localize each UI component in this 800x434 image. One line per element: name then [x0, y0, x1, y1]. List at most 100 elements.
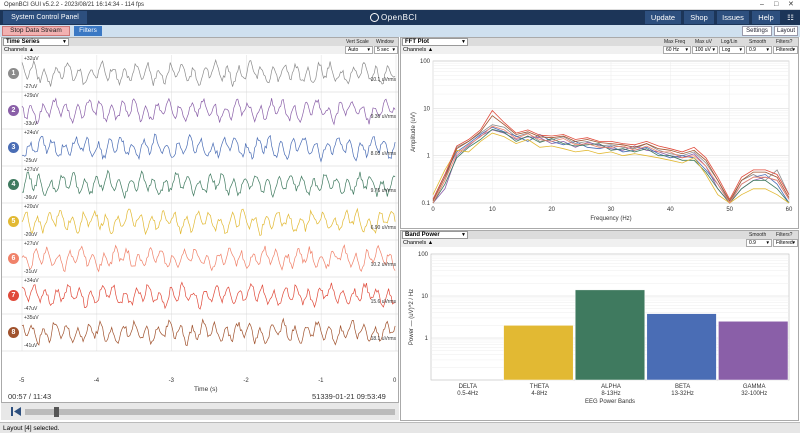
notifications-icon[interactable]: ☷	[783, 11, 798, 24]
time-tick-label: 0	[393, 378, 397, 384]
chevron-down-icon: ▼	[62, 39, 67, 45]
data-toolbar: Stop Data Stream Filters Settings Layout	[0, 25, 800, 37]
channel-row: 2 +29uV -33uV 9.36 uVrms	[2, 92, 402, 129]
band-bar-alpha	[574, 289, 646, 381]
filters-label: Filters?	[776, 232, 793, 238]
openbci-logo: OpenBCI	[370, 11, 417, 24]
loglin-dropdown[interactable]: Log ▼	[719, 46, 745, 54]
widget-select[interactable]: Band Power ▼	[402, 231, 468, 239]
panel-subheader: Channels ▲ 0.9 ▼ Filtered ▼	[401, 239, 798, 247]
widget-select[interactable]: FFT Plot ▼	[402, 38, 468, 46]
channel-row: 3 +24uV -25uV 8.05 uVrms	[2, 129, 402, 166]
channels-toggle[interactable]: Channels ▲	[4, 47, 35, 53]
channel-toggle-button[interactable]: 6	[8, 253, 19, 264]
stop-data-stream-button[interactable]: Stop Data Stream	[2, 26, 70, 36]
fft-x-tick-label: 0	[431, 207, 435, 213]
fft-x-tick-label: 40	[667, 207, 674, 213]
channel-top-uv: +35uV	[24, 315, 39, 321]
filters-dropdown[interactable]: Filtered ▼	[773, 239, 798, 247]
channel-toggle-button[interactable]: 8	[8, 327, 19, 338]
filters-label: Filters?	[776, 39, 793, 45]
maximize-icon[interactable]: □	[774, 1, 779, 8]
channel-rms: 9.76 uVrms	[370, 188, 396, 194]
channel-toggle-button[interactable]: 3	[8, 142, 19, 153]
band-range-label: 32-100Hz	[741, 391, 767, 397]
time-axis-label: Time (s)	[194, 386, 218, 393]
panel-header: Time Series ▼ Vert Scale Window	[2, 38, 398, 46]
channel-bottom-uv: -41uV	[24, 343, 38, 349]
rewind-icon[interactable]	[10, 406, 22, 417]
vert-scale-dropdown[interactable]: Auto ▼	[345, 46, 373, 54]
channel-trace	[21, 207, 396, 236]
playback-scrubber-handle[interactable]	[54, 407, 59, 417]
fft-x-tick-label: 50	[726, 207, 733, 213]
channel-top-uv: +27uV	[24, 167, 39, 173]
band-range-label: 8-13Hz	[601, 391, 620, 397]
channel-toggle-button[interactable]: 1	[8, 68, 19, 79]
panel-subheader: Channels ▲ Auto ▼ 5 sec ▼	[2, 46, 398, 54]
channel-rms: 18.1 uVrms	[370, 336, 396, 342]
band-y-tick-label: 10	[421, 294, 428, 300]
status-bar: Layout [4] selected.	[0, 422, 800, 433]
band-y-tick-label: 1	[425, 336, 429, 342]
channel-toggle-button[interactable]: 5	[8, 216, 19, 227]
update-button[interactable]: Update	[645, 11, 681, 24]
channel-rms: 10.2 uVrms	[370, 262, 396, 268]
fft-x-tick-label: 60	[786, 207, 793, 213]
max-freq-label: Max Freq	[664, 39, 686, 45]
channel-rms: 15.6 uVrms	[370, 299, 396, 305]
channel-bottom-uv: -33uV	[24, 121, 38, 127]
filters-dropdown[interactable]: Filtered ▼	[773, 46, 798, 54]
fft-series-line	[432, 109, 790, 201]
time-tick-label: -1	[318, 378, 324, 384]
fft-panel: FFT Plot ▼ Max Freq Max uV Log/Lin Smooth…	[400, 37, 799, 229]
panel-header: Band Power ▼ Smooth Filters?	[401, 231, 798, 239]
time-series-plot	[2, 55, 398, 352]
widget-select[interactable]: Time Series ▼	[3, 38, 69, 46]
max-uv-dropdown[interactable]: 100 uV ▼	[692, 46, 718, 54]
system-control-panel-button[interactable]: System Control Panel	[3, 11, 87, 24]
channel-row: 6 +27uV -31uV 10.2 uVrms	[2, 240, 402, 277]
issues-button[interactable]: Issues	[717, 11, 749, 24]
channel-toggle-button[interactable]: 4	[8, 179, 19, 190]
channel-bottom-uv: -27uV	[24, 84, 38, 90]
loglin-label: Log/Lin	[721, 39, 738, 45]
band-y-tick-label: 100	[418, 252, 429, 258]
fft-series-line	[432, 125, 790, 204]
band-bar-beta	[646, 313, 717, 381]
smooth-label: Smooth	[749, 39, 767, 45]
playback-scrubber[interactable]	[25, 409, 395, 415]
channel-top-uv: +34uV	[24, 278, 39, 284]
band-category-label: DELTA	[459, 384, 477, 390]
fft-plot: 100 10 1 0.10 10 20 30 40 50 60 Frequency (Hz) Ampl…	[411, 59, 793, 222]
smooth-dropdown[interactable]: 0.9 ▼	[746, 46, 772, 54]
band-bar-theta	[503, 325, 574, 381]
channel-top-uv: +24uV	[24, 130, 39, 136]
fft-x-tick-label: 20	[548, 207, 555, 213]
window-dropdown[interactable]: 5 sec ▼	[374, 46, 398, 54]
settings-button[interactable]: Settings	[742, 26, 772, 36]
max-freq-dropdown[interactable]: 60 Hz ▼	[663, 46, 691, 54]
channel-trace	[21, 317, 396, 347]
vert-scale-label: Vert Scale	[346, 39, 369, 45]
channel-trace	[21, 281, 396, 310]
channel-trace	[21, 244, 396, 273]
time-tick-label: -2	[243, 378, 249, 384]
layout-button[interactable]: Layout	[774, 26, 798, 36]
close-icon[interactable]: ✕	[788, 1, 794, 8]
help-button[interactable]: Help	[752, 11, 780, 24]
channel-rms: 10.1 uVrms	[370, 77, 396, 83]
channel-toggle-button[interactable]: 7	[8, 290, 19, 301]
channel-rms: 6.90 uVrms	[370, 225, 396, 231]
shop-button[interactable]: Shop	[684, 11, 714, 24]
channels-toggle[interactable]: Channels ▲	[403, 47, 434, 53]
channel-toggle-button[interactable]: 2	[8, 105, 19, 116]
max-uv-label: Max uV	[695, 39, 712, 45]
band-power-panel: Band Power ▼ Smooth Filters? Channels ▲ 0…	[400, 230, 799, 421]
filters-button[interactable]: Filters	[74, 26, 102, 36]
minimize-icon[interactable]: –	[760, 1, 764, 8]
window-label: Window	[376, 39, 394, 45]
channels-toggle[interactable]: Channels ▲	[403, 240, 434, 246]
time-tick-label: -3	[168, 378, 174, 384]
smooth-dropdown[interactable]: 0.9 ▼	[746, 239, 772, 247]
